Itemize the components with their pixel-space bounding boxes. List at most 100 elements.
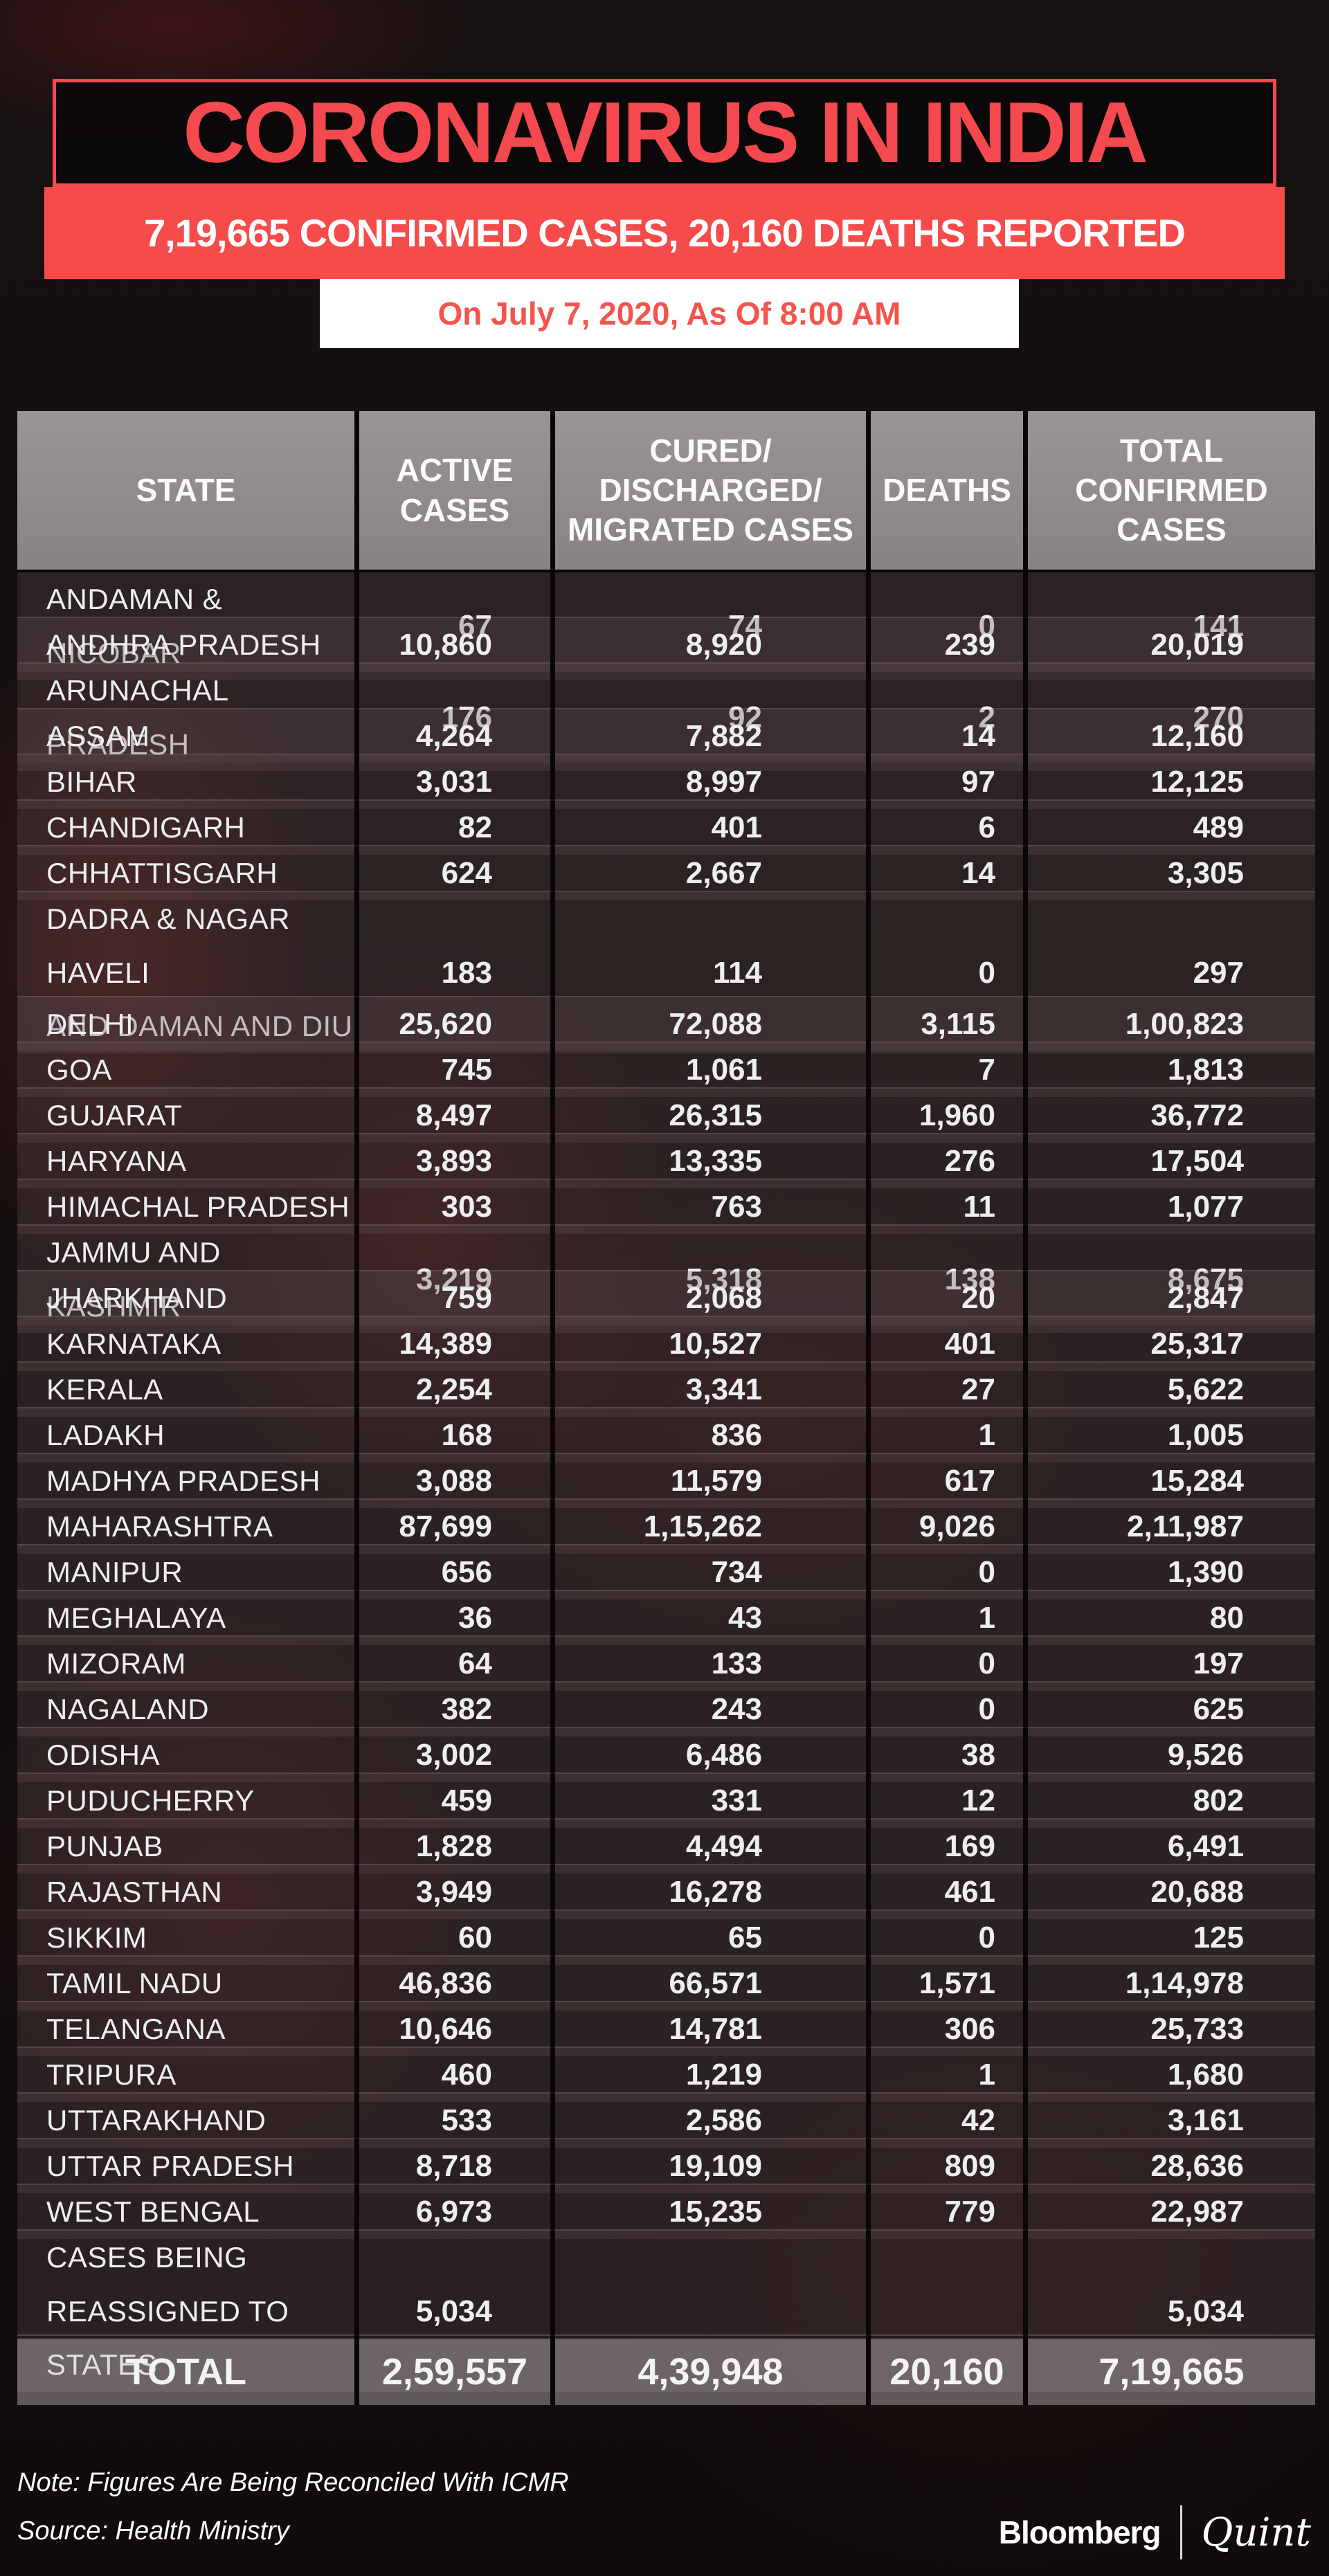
- column-divider: [1023, 1089, 1028, 1143]
- active-cases-cell: 759: [359, 1271, 550, 1325]
- column-divider: [550, 1408, 555, 1462]
- column-divider: [550, 1728, 555, 1782]
- column-divider: [866, 997, 871, 1051]
- cured-cell: 2,068: [555, 1271, 866, 1325]
- deaths-cell: 38: [871, 1728, 1023, 1782]
- total-confirmed-cell: 20,688: [1028, 1865, 1315, 1919]
- total-confirmed-cell: 141: [1028, 572, 1315, 680]
- column-divider: [866, 1957, 871, 2011]
- table-row: UTTAR PRADESH 8,718 19,109 809 28,636: [17, 2139, 1315, 2193]
- column-divider: [354, 2139, 359, 2193]
- column-divider: [354, 2048, 359, 2102]
- total-label: TOTAL: [17, 2339, 354, 2405]
- total-confirmed-cell: 1,14,978: [1028, 1957, 1315, 2011]
- cured-cell: 19,109: [555, 2139, 866, 2193]
- column-divider: [866, 2094, 871, 2148]
- state-cell: GUJARAT: [17, 1089, 354, 1143]
- source-text: Source: Health Ministry: [17, 2516, 289, 2546]
- total-row: TOTAL 2,59,557 4,39,948 20,160 7,19,665: [17, 2336, 1315, 2405]
- column-divider: [354, 1865, 359, 1919]
- table-row: DADRA & NAGAR HAVELI AND DAMAN AND DIU 18…: [17, 892, 1315, 1054]
- column-divider: [550, 2139, 555, 2193]
- total-confirmed-cell: 20,019: [1028, 618, 1315, 672]
- deaths-cell: 2: [871, 664, 1023, 772]
- cured-cell: 243: [555, 1682, 866, 1736]
- column-divider: [866, 1682, 871, 1736]
- column-divider: [866, 1545, 871, 1599]
- column-divider: [1023, 1043, 1028, 1097]
- active-cases-cell: 5,034: [359, 2231, 550, 2393]
- quint-logo: Quint: [1201, 2510, 1311, 2555]
- cured-cell: 16,278: [555, 1865, 866, 1919]
- total-confirmed-cell: 25,733: [1028, 2002, 1315, 2056]
- column-divider: [1023, 1911, 1028, 1965]
- column-divider: [550, 892, 555, 1054]
- column-divider: [1023, 2185, 1028, 2239]
- column-divider: [866, 2048, 871, 2102]
- column-divider: [354, 1317, 359, 1371]
- column-divider: [1023, 1682, 1028, 1736]
- column-divider: [1023, 1317, 1028, 1371]
- active-cases-cell: 3,219: [359, 1226, 550, 1334]
- column-divider: [866, 1043, 871, 1097]
- bloomberg-logo: Bloomberg: [998, 2514, 1161, 2550]
- table-row: MAHARASHTRA 87,699 1,15,262 9,026 2,11,987: [17, 1500, 1315, 1554]
- state-cell: GOA: [17, 1043, 354, 1097]
- total-confirmed-cell: 297: [1028, 892, 1315, 1054]
- table-row: UTTARAKHAND 533 2,586 42 3,161: [17, 2094, 1315, 2148]
- cured-cell: 331: [555, 1774, 866, 1828]
- column-divider: [866, 2231, 871, 2393]
- column-divider: [354, 1454, 359, 1508]
- column-divider: [866, 1134, 871, 1188]
- deaths-cell: 1,571: [871, 1957, 1023, 2011]
- active-cases-cell: 3,031: [359, 755, 550, 809]
- column-divider: [354, 618, 359, 672]
- column-divider: [866, 1774, 871, 1828]
- active-cases-cell: 3,002: [359, 1728, 550, 1782]
- state-cell: UTTAR PRADESH: [17, 2139, 354, 2193]
- table-row: ODISHA 3,002 6,486 38 9,526: [17, 1728, 1315, 1782]
- table-row: ANDAMAN & NICOBAR 67 74 0 141: [17, 572, 1315, 680]
- column-divider: [354, 1820, 359, 1874]
- deaths-cell: 14: [871, 709, 1023, 763]
- column-divider: [866, 1408, 871, 1462]
- column-divider: [354, 1134, 359, 1188]
- column-divider: [354, 2185, 359, 2239]
- state-cell: HARYANA: [17, 1134, 354, 1188]
- active-cases-cell: 303: [359, 1180, 550, 1234]
- cured-cell: 6,486: [555, 1728, 866, 1782]
- deaths-cell: 617: [871, 1454, 1023, 1508]
- deaths-cell: [871, 2231, 1023, 2393]
- table-row: GUJARAT 8,497 26,315 1,960 36,772: [17, 1089, 1315, 1143]
- state-cell: LADAKH: [17, 1408, 354, 1462]
- state-cell: TELANGANA: [17, 2002, 354, 2056]
- column-divider: [354, 892, 359, 1054]
- state-cell: DADRA & NAGAR HAVELI AND DAMAN AND DIU: [17, 892, 354, 1054]
- deaths-cell: 0: [871, 892, 1023, 1054]
- table-body: ANDAMAN & NICOBAR 67 74 0 141 ANDHRA PRADESH 1…: [17, 572, 1315, 2393]
- cured-cell: 2,586: [555, 2094, 866, 2148]
- total-confirmed-cell: 6,491: [1028, 1820, 1315, 1874]
- column-divider: [866, 1591, 871, 1645]
- column-divider: [866, 1500, 871, 1554]
- table-row: MEGHALAYA 36 43 1 80: [17, 1591, 1315, 1645]
- table-row: CHHATTISGARH 624 2,667 14 3,305: [17, 846, 1315, 900]
- cured-cell: 401: [555, 801, 866, 855]
- table-row: GOA 745 1,061 7 1,813: [17, 1043, 1315, 1097]
- state-cell: CHANDIGARH: [17, 801, 354, 855]
- column-divider: [866, 2002, 871, 2056]
- cured-cell: 133: [555, 1637, 866, 1691]
- table-row: TAMIL NADU 46,836 66,571 1,571 1,14,978: [17, 1957, 1315, 2011]
- column-divider: [550, 1317, 555, 1371]
- cured-cell: 763: [555, 1180, 866, 1234]
- column-divider: [1023, 2231, 1028, 2393]
- deaths-cell: 0: [871, 1545, 1023, 1599]
- total-active-cases: 2,59,557: [359, 2339, 550, 2405]
- covid-state-table: STATE ACTIVE CASES CURED/ DISCHARGED/ MI…: [17, 411, 1315, 2405]
- column-divider: [866, 801, 871, 855]
- active-cases-cell: 4,264: [359, 709, 550, 763]
- deaths-cell: 6: [871, 801, 1023, 855]
- total-confirmed-cell: 5,622: [1028, 1363, 1315, 1417]
- cured-cell: 734: [555, 1545, 866, 1599]
- column-divider: [354, 411, 359, 570]
